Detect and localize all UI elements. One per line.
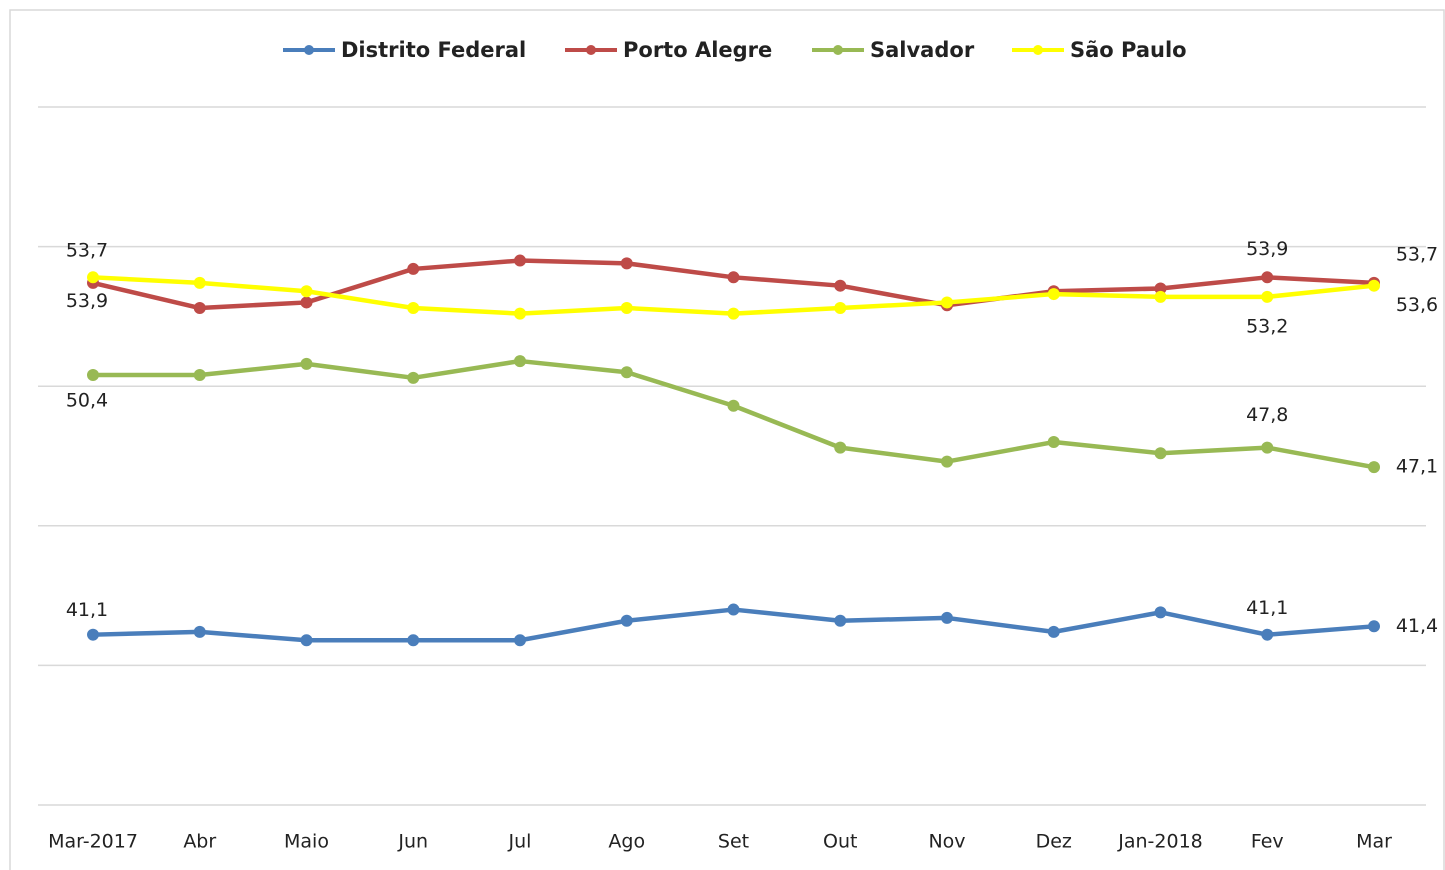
data-point xyxy=(620,366,633,379)
x-tick-label: Maio xyxy=(284,831,329,853)
data-point xyxy=(1154,290,1167,303)
x-tick-label: Mar-2017 xyxy=(48,831,138,853)
data-point xyxy=(834,441,847,454)
data-point xyxy=(1047,436,1060,449)
data-point xyxy=(941,455,953,468)
data-point xyxy=(727,307,740,320)
data-point xyxy=(193,625,206,638)
data-point xyxy=(1154,606,1167,619)
data-label: 47,8 xyxy=(1246,404,1288,426)
data-point xyxy=(193,369,206,382)
data-point xyxy=(620,302,633,315)
legend-label: São Paulo xyxy=(1070,38,1187,62)
data-point xyxy=(514,355,526,368)
data-label: 50,4 xyxy=(66,390,108,412)
data-label: 53,2 xyxy=(1246,315,1288,337)
x-tick-label: Set xyxy=(718,831,749,853)
x-tick-label: Jun xyxy=(397,831,428,853)
legend-marker xyxy=(586,45,596,55)
data-point xyxy=(514,307,526,320)
data-point xyxy=(1261,441,1274,454)
data-point xyxy=(834,302,847,315)
data-point xyxy=(514,254,526,267)
data-label: 53,6 xyxy=(1396,294,1438,316)
x-tick-label: Mar xyxy=(1356,831,1392,853)
data-point xyxy=(620,257,633,270)
legend-label: Distrito Federal xyxy=(341,38,526,62)
data-label: 47,1 xyxy=(1396,456,1438,478)
data-point xyxy=(1154,447,1167,460)
data-point xyxy=(1261,628,1274,641)
data-point xyxy=(1368,461,1380,474)
data-point xyxy=(727,603,740,616)
data-point xyxy=(300,285,313,298)
legend-marker xyxy=(833,45,843,55)
x-tick-label: Dez xyxy=(1036,831,1072,853)
x-tick-label: Out xyxy=(823,831,857,853)
data-point xyxy=(834,614,847,627)
data-point xyxy=(193,302,206,315)
data-point xyxy=(941,296,953,309)
data-point xyxy=(941,611,953,624)
data-point xyxy=(407,262,420,275)
data-point xyxy=(1154,282,1167,295)
data-point xyxy=(834,279,847,292)
data-point xyxy=(300,357,313,370)
data-point xyxy=(727,271,740,284)
data-point xyxy=(1368,279,1380,292)
data-label: 53,9 xyxy=(66,290,108,312)
legend-label: Porto Alegre xyxy=(623,38,772,62)
x-tick-label: Abr xyxy=(183,831,216,853)
data-point xyxy=(300,296,313,309)
data-point xyxy=(87,271,99,284)
x-tick-label: Fev xyxy=(1251,831,1284,853)
data-point xyxy=(514,634,526,647)
data-label: 41,1 xyxy=(1246,597,1288,619)
data-label: 41,1 xyxy=(66,599,108,621)
chart-frame xyxy=(9,9,1445,870)
data-label: 53,9 xyxy=(1246,238,1288,260)
data-point xyxy=(1261,271,1274,284)
data-point xyxy=(193,276,206,289)
data-label: 53,7 xyxy=(66,239,108,261)
data-point xyxy=(1368,620,1380,633)
data-label: 41,4 xyxy=(1396,615,1438,637)
x-tick-label: Nov xyxy=(928,831,965,853)
data-point xyxy=(87,369,99,382)
data-point xyxy=(1261,290,1274,303)
data-point xyxy=(300,634,313,647)
legend-label: Salvador xyxy=(870,38,975,62)
x-tick-label: Jul xyxy=(508,831,532,853)
x-tick-label: Ago xyxy=(608,831,645,853)
data-point xyxy=(1047,288,1060,301)
data-point xyxy=(87,628,99,641)
data-point xyxy=(407,302,420,315)
legend-marker xyxy=(1033,45,1043,55)
data-label: 53,7 xyxy=(1396,243,1438,265)
data-point xyxy=(727,399,740,412)
data-point xyxy=(1047,625,1060,638)
legend-marker xyxy=(304,45,314,55)
data-point xyxy=(407,634,420,647)
data-point xyxy=(620,614,633,627)
data-point xyxy=(407,371,420,384)
x-tick-label: Jan-2018 xyxy=(1117,831,1203,853)
